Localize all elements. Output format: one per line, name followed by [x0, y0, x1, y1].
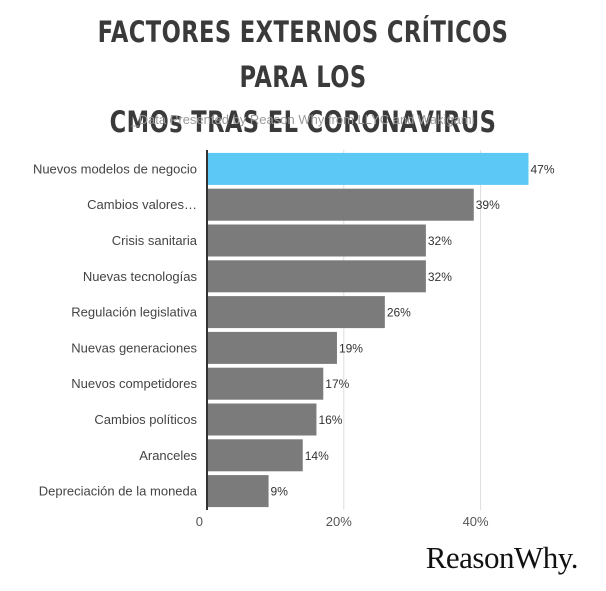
value-label-0: 47% [530, 162, 554, 176]
category-label-4: Regulación legislativa [71, 305, 198, 320]
chart-title-line-2: CMOs TRAS EL CORONAVIRUS [109, 105, 497, 139]
bar-4 [207, 296, 385, 329]
bar-3 [207, 260, 426, 293]
value-label-6: 17% [325, 377, 349, 391]
bar-0 [207, 152, 529, 185]
chart-title-line-1: FACTORES EXTERNOS CRÍTICOS PARA LOS [97, 15, 509, 94]
category-label-2: Crisis sanitaria [112, 233, 198, 248]
value-label-3: 32% [428, 270, 452, 284]
bar-6 [207, 367, 324, 400]
bar-8 [207, 439, 303, 472]
bar-7 [207, 403, 317, 436]
category-label-1: Cambios valores… [87, 197, 197, 212]
x-tick-label-2: 40% [463, 514, 489, 529]
category-label-6: Nuevos competidores [71, 376, 197, 391]
category-label-5: Nuevas generaciones [71, 340, 197, 355]
reasonwhy-logo: ReasonWhy. [425, 540, 579, 575]
value-label-2: 32% [428, 234, 452, 248]
bar-5 [207, 331, 337, 364]
value-label-1: 39% [476, 198, 500, 212]
bar-2 [207, 224, 426, 257]
value-label-9: 9% [271, 485, 289, 499]
bar-1 [207, 188, 474, 221]
bar-9 [207, 475, 269, 508]
value-label-5: 19% [339, 341, 363, 355]
chart-title: FACTORES EXTERNOS CRÍTICOS PARA LOS CMOs… [67, 10, 540, 145]
x-tick-label-1: 20% [326, 514, 352, 529]
x-tick-label-0: 0 [196, 514, 203, 529]
value-label-7: 16% [318, 413, 342, 427]
category-label-7: Cambios políticos [94, 412, 197, 427]
category-label-8: Aranceles [139, 448, 197, 463]
category-label-3: Nuevas tecnologías [83, 269, 198, 284]
value-label-4: 26% [387, 306, 411, 320]
category-label-0: Nuevos modelos de negocio [33, 161, 197, 176]
category-label-9: Depreciación de la moneda [39, 484, 198, 499]
chart-subtitle: _Data Presented by Reason Why from LLYC … [131, 112, 475, 127]
value-label-8: 14% [305, 449, 329, 463]
